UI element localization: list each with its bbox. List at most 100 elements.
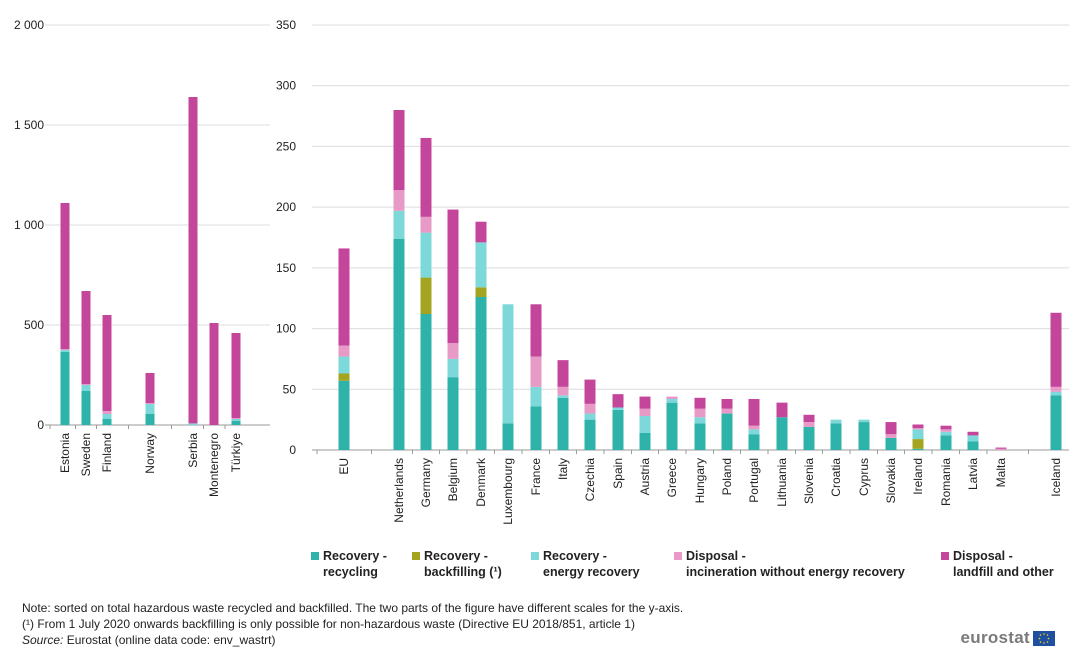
bar-segment-ireland-incineration: [912, 428, 924, 430]
x-tick-label-hungary: Hungary: [693, 458, 707, 503]
bar-segment-estonia-incineration: [60, 349, 70, 350]
bar-segment-slovakia-incineration: [885, 434, 897, 438]
x-tick-label-estonia: Estonia: [58, 433, 72, 473]
bar-segment-malta-incineration: [995, 448, 1007, 450]
left-chart-panel: 0 500 1 000 1 500 2 000 Estonia Sweden Finland N…: [14, 18, 270, 497]
bar-segment-austria-incineration: [639, 408, 651, 416]
bar-segment-france-landfill: [530, 304, 542, 357]
bar-segment-germany-landfill: [420, 137, 432, 217]
source-text: Eurostat (online data code: env_wastrt): [63, 633, 276, 647]
bar-segment-sweden-recycling: [81, 391, 91, 425]
x-tick-label-sweden: Sweden: [79, 433, 93, 476]
bar-segment-slovenia-incineration: [803, 422, 815, 427]
chart-source: Source: Eurostat (online data code: env_…: [22, 633, 275, 647]
x-tick-label-cyprus: Cyprus: [857, 458, 871, 496]
bar-segment-hungary-recycling: [694, 423, 706, 450]
bar-segment-romania-recycling: [940, 435, 952, 450]
legend-swatch-energy-recovery: [531, 552, 539, 560]
bar-segment-netherlands-incineration: [393, 190, 405, 211]
bar-segment-slovenia-landfill: [803, 414, 815, 423]
bar-segment-finland-landfill: [102, 315, 112, 411]
bar-segment-denmark-landfill: [475, 221, 487, 243]
x-tick-label-poland: Poland: [720, 458, 734, 495]
bar-segment-italy-energy_recovery: [557, 395, 569, 398]
bar-segment-iceland-landfill: [1050, 312, 1062, 387]
bar-segment-austria-landfill: [639, 396, 651, 409]
legend-label-line2: landfill and other: [953, 565, 1054, 579]
bar-segment-eu-recycling: [338, 380, 350, 450]
x-tick-label-iceland: Iceland: [1049, 458, 1063, 497]
bar-segment-germany-energy_recovery: [420, 232, 432, 278]
x-tick-label-luxembourg: Luxembourg: [501, 458, 515, 525]
bar-segment-ireland-energy_recovery: [912, 429, 924, 440]
bar-segment-portugal-energy_recovery: [748, 429, 760, 435]
bar-segment-portugal-landfill: [748, 399, 760, 426]
bar-segment-serbia-energy_recovery: [188, 423, 198, 425]
bar-segment-denmark-recycling: [475, 297, 487, 450]
x-tick-label-germany: Germany: [419, 458, 433, 507]
bar-segment-romania-landfill: [940, 425, 952, 430]
bar-segment-cyprus-energy_recovery: [858, 419, 870, 423]
bar-segment-croatia-energy_recovery: [830, 419, 842, 424]
right-chart-panel: 0 50 100 150 200 250 300 350 EU Netherlands German…: [276, 18, 1069, 525]
bar-segment-portugal-incineration: [748, 425, 760, 430]
bar-segment-turkiye-energy_recovery: [231, 419, 241, 421]
bar-segment-france-energy_recovery: [530, 386, 542, 407]
chart-note: Note: sorted on total hazardous waste re…: [22, 601, 684, 615]
y-tick-label: 0: [289, 443, 296, 457]
bar-segment-iceland-recycling: [1050, 395, 1062, 450]
bar-segment-poland-recycling: [721, 413, 733, 450]
bar-segment-sweden-energy_recovery: [81, 385, 91, 391]
bar-segment-france-recycling: [530, 406, 542, 450]
x-tick-label-ireland: Ireland: [911, 458, 925, 495]
legend-label-line1: Recovery -: [323, 549, 387, 563]
bar-segment-lithuania-landfill: [776, 402, 788, 418]
x-tick-label-eu: EU: [337, 458, 351, 475]
y-tick-label: 100: [276, 322, 296, 336]
y-tick-label: 350: [276, 18, 296, 32]
bar-segment-netherlands-energy_recovery: [393, 210, 405, 239]
bar-segment-belgium-recycling: [447, 377, 459, 450]
x-tick-label-turkiye: Türkiye: [229, 433, 243, 473]
x-tick-label-greece: Greece: [665, 458, 679, 498]
bar-segment-latvia-energy_recovery: [967, 435, 979, 442]
bar-segment-spain-energy_recovery: [612, 407, 624, 410]
legend-label-line1: Recovery -: [543, 549, 607, 563]
x-tick-label-lithuania: Lithuania: [775, 458, 789, 507]
bar-segment-turkiye-recycling: [231, 421, 241, 425]
bar-segment-luxembourg-recycling: [502, 423, 514, 450]
bar-segment-belgium-incineration: [447, 343, 459, 359]
y-tick-label: 1 000: [14, 218, 44, 232]
bar-segment-hungary-landfill: [694, 397, 706, 409]
bar-segment-eu-incineration: [338, 345, 350, 357]
y-tick-label: 500: [24, 318, 44, 332]
bar-segment-ireland-landfill: [912, 424, 924, 429]
bar-segment-germany-recycling: [420, 314, 432, 450]
bar-segment-ireland-recycling: [912, 448, 924, 450]
x-tick-label-latvia: Latvia: [966, 458, 980, 490]
bar-segment-denmark-energy_recovery: [475, 242, 487, 288]
bar-segment-netherlands-recycling: [393, 238, 405, 450]
bar-segment-sweden-landfill: [81, 291, 91, 384]
bar-segment-latvia-recycling: [967, 441, 979, 450]
bar-segment-germany-incineration: [420, 216, 432, 233]
bar-segment-slovenia-recycling: [803, 426, 815, 450]
bar-segment-iceland-incineration: [1050, 386, 1062, 392]
y-tick-label: 250: [276, 139, 296, 153]
bar-segment-hungary-energy_recovery: [694, 417, 706, 424]
bar-segment-iceland-energy_recovery: [1050, 391, 1062, 396]
bar-segment-serbia-landfill: [188, 97, 198, 424]
bar-segment-finland-recycling: [102, 419, 112, 425]
y-tick-label: 1 500: [14, 118, 44, 132]
bar-segment-belgium-landfill: [447, 209, 459, 344]
x-tick-label-netherlands: Netherlands: [392, 458, 406, 523]
bar-segment-czechia-incineration: [584, 403, 596, 414]
x-tick-label-slovakia: Slovakia: [884, 458, 898, 504]
x-tick-label-montenegro: Montenegro: [207, 433, 221, 497]
bar-segment-italy-incineration: [557, 386, 569, 396]
bar-segment-hungary-incineration: [694, 408, 706, 418]
bar-segment-czechia-landfill: [584, 379, 596, 404]
bar-segment-finland-incineration: [102, 411, 112, 414]
bar-segment-estonia-landfill: [60, 203, 70, 349]
